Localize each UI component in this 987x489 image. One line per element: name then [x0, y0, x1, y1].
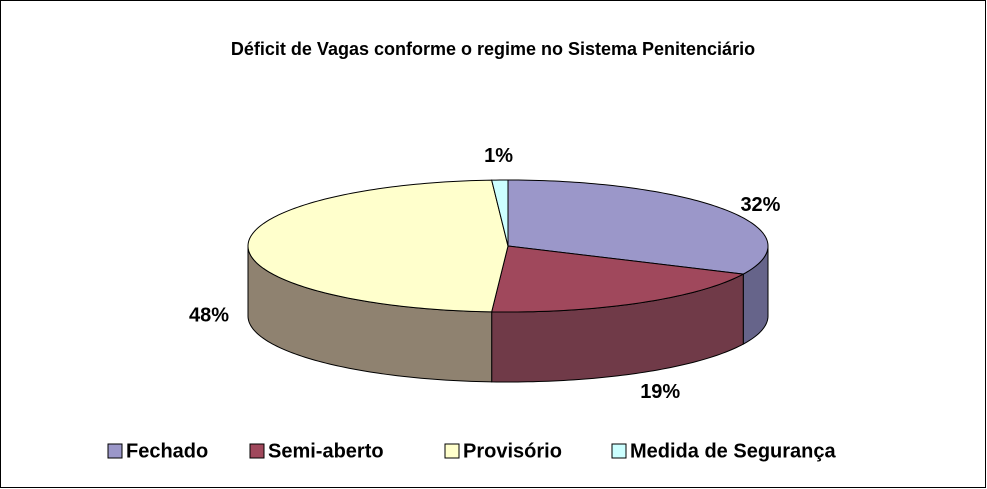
pie-tops [247, 179, 769, 313]
pie-sides [247, 245, 769, 383]
pie-slice [491, 245, 745, 313]
legend-label: Medida de Segurança [630, 440, 836, 462]
pie-labels: 32% 19% 48% 1% [189, 145, 781, 403]
pie-slice [507, 179, 769, 275]
legend-label: Semi-aberto [268, 440, 384, 462]
data-label: 1% [484, 145, 513, 167]
legend-swatch [107, 443, 123, 459]
legend-label: Provisório [463, 440, 562, 462]
chart-title: Déficit de Vagas conforme o regime no Si… [231, 39, 755, 59]
legend-label: Fechado [126, 440, 208, 462]
legend-swatch [444, 443, 460, 459]
pie-slice [247, 179, 509, 313]
data-label: 19% [640, 381, 680, 403]
legend-swatch [611, 443, 627, 459]
legend: Fechado Semi-aberto Provisório Medida de Se… [107, 440, 836, 462]
data-label: 32% [740, 194, 780, 216]
legend-swatch [249, 443, 265, 459]
pie-slice [491, 179, 509, 247]
data-label: 48% [189, 304, 229, 326]
